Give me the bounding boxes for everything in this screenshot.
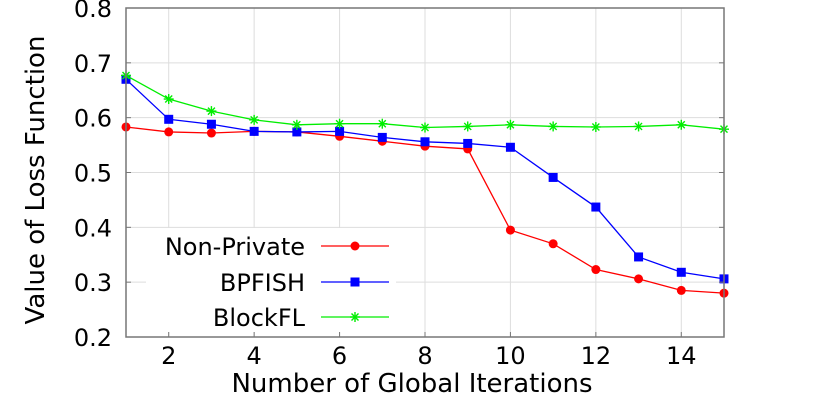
legend-item-bpfish: BPFISH xyxy=(220,269,389,297)
circle-marker-icon xyxy=(164,127,174,137)
legend: Non-Private BPFISH BlockFL xyxy=(146,228,396,332)
y-tick-label: 0.8 xyxy=(74,0,112,23)
x-tick-label: 6 xyxy=(332,342,347,370)
y-axis-label: Value of Loss Function xyxy=(21,36,51,325)
square-marker-icon xyxy=(206,119,216,129)
x-tick-label: 10 xyxy=(495,342,526,370)
asterisk-marker-icon xyxy=(377,118,388,129)
square-marker-icon xyxy=(634,252,644,262)
circle-marker-icon xyxy=(591,265,601,275)
x-tick-label: 14 xyxy=(666,342,697,370)
asterisk-marker-icon xyxy=(163,94,174,105)
asterisk-marker-icon xyxy=(462,121,473,132)
y-tick-label: 0.2 xyxy=(74,324,112,352)
y-tick-label: 0.3 xyxy=(74,269,112,297)
square-marker-icon xyxy=(591,202,601,212)
legend-label: Non-Private xyxy=(165,233,305,261)
legend-label: BPFISH xyxy=(220,269,305,297)
legend-label: BlockFL xyxy=(213,304,306,332)
square-marker-icon xyxy=(292,127,302,137)
square-marker-icon xyxy=(164,114,174,124)
asterisk-marker-icon xyxy=(548,121,559,132)
series-layer xyxy=(121,70,729,298)
square-marker-icon xyxy=(463,138,473,148)
asterisk-marker-icon xyxy=(633,121,644,132)
asterisk-marker-icon xyxy=(350,312,360,322)
square-marker-icon xyxy=(377,132,387,142)
square-marker-icon xyxy=(335,126,345,136)
y-tick-label: 0.4 xyxy=(74,214,112,242)
circle-marker-icon xyxy=(548,239,558,249)
y-tick-label: 0.6 xyxy=(74,105,112,133)
square-marker-icon xyxy=(676,267,686,277)
circle-marker-icon xyxy=(350,241,360,251)
x-tick-label: 8 xyxy=(417,342,432,370)
asterisk-marker-icon xyxy=(249,114,260,125)
asterisk-marker-icon xyxy=(505,119,516,130)
grid-lines xyxy=(126,8,724,337)
x-tick-label: 2 xyxy=(161,342,176,370)
axis-ticks: 2 4 6 8 10 12 14 0.2 0.3 0.4 0.5 0.6 0.7 0.8 xyxy=(74,0,724,370)
circle-marker-icon xyxy=(505,225,515,235)
x-axis-label: Number of Global Iterations xyxy=(231,369,592,399)
x-tick-label: 12 xyxy=(581,342,612,370)
y-tick-label: 0.7 xyxy=(74,50,112,78)
legend-item-blockfl: BlockFL xyxy=(213,304,389,332)
circle-marker-icon xyxy=(634,274,644,284)
legend-item-non-private: Non-Private xyxy=(165,233,389,261)
square-marker-icon xyxy=(350,277,360,287)
square-marker-icon xyxy=(249,126,259,136)
circle-marker-icon xyxy=(206,128,216,138)
asterisk-marker-icon xyxy=(291,119,302,130)
x-tick-label: 4 xyxy=(247,342,262,370)
square-marker-icon xyxy=(420,137,430,147)
circle-marker-icon xyxy=(676,285,686,295)
y-tick-label: 0.5 xyxy=(74,160,112,188)
asterisk-marker-icon xyxy=(676,119,687,130)
asterisk-marker-icon xyxy=(334,118,345,129)
asterisk-marker-icon xyxy=(590,121,601,132)
square-marker-icon xyxy=(548,172,558,182)
asterisk-marker-icon xyxy=(206,106,217,117)
asterisk-marker-icon xyxy=(420,122,430,133)
square-marker-icon xyxy=(505,142,515,152)
